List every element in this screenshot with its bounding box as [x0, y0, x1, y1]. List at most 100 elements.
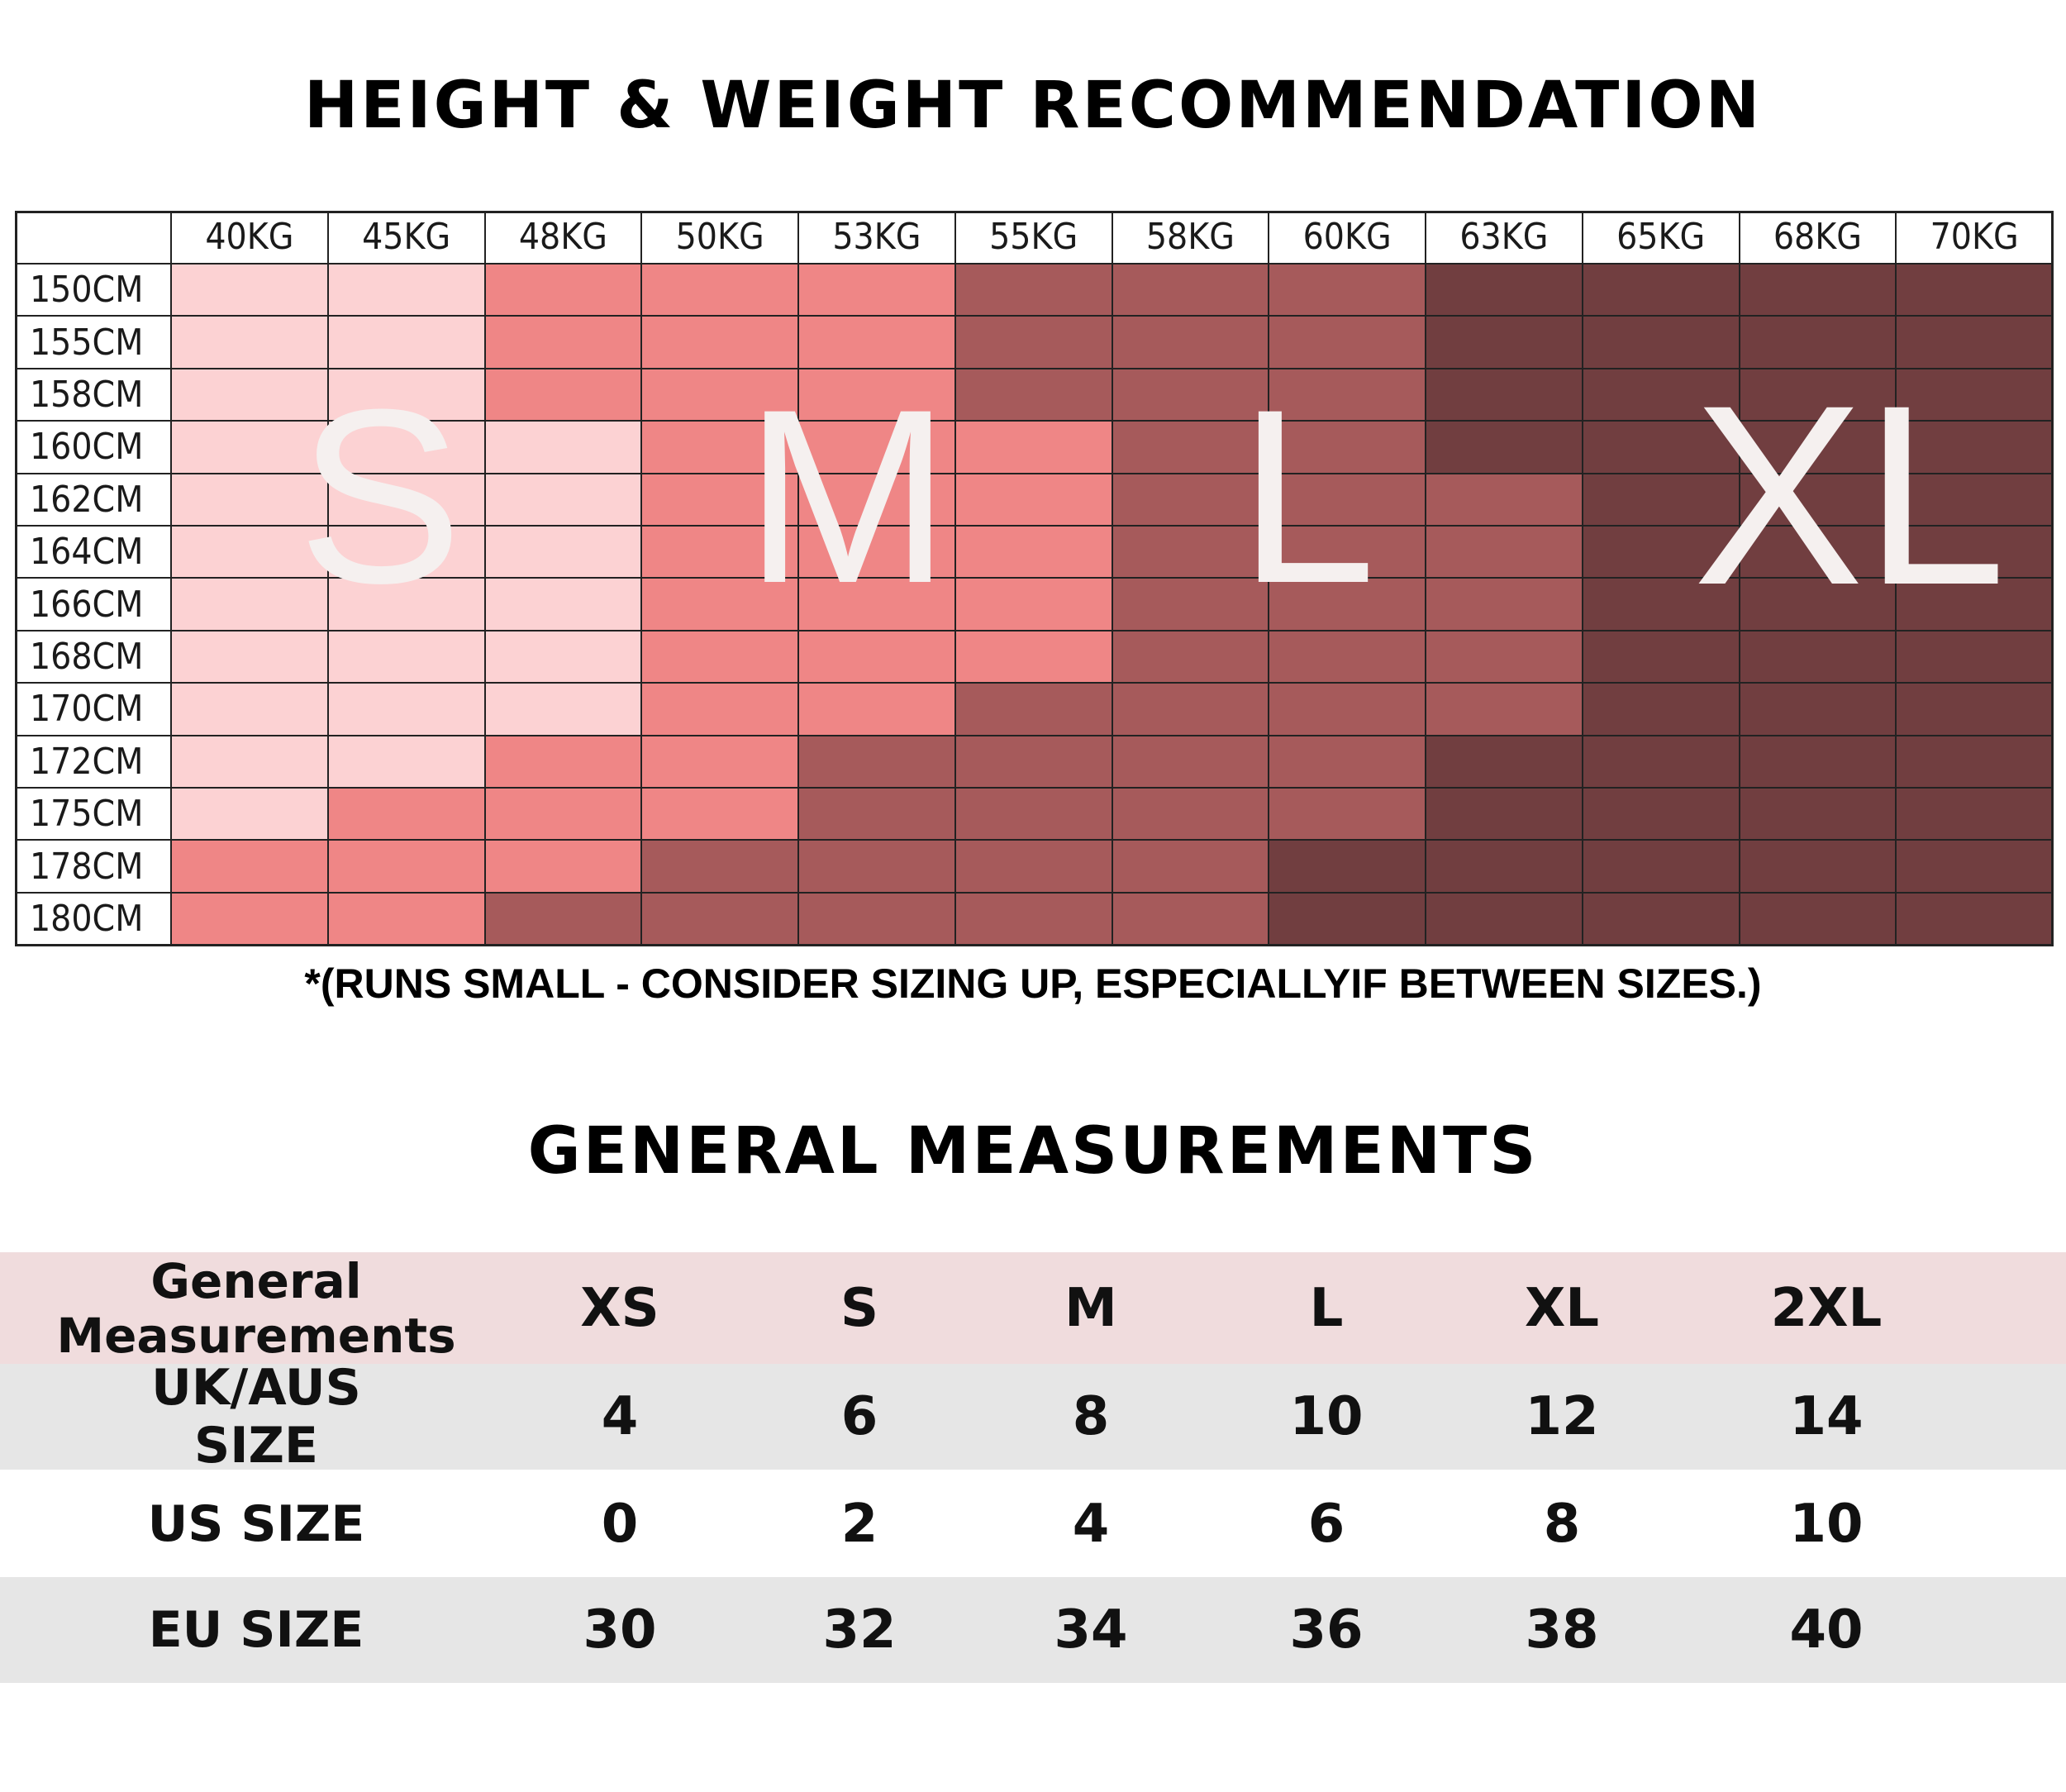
size-cell-xl [1740, 527, 1897, 579]
size-cell-xl [1897, 317, 2054, 369]
size-cell-s [328, 527, 486, 579]
header-label-line1: General [150, 1252, 362, 1309]
size-cell-s [328, 265, 486, 317]
size-value: 8 [1543, 1494, 1581, 1555]
size-cell-s [172, 736, 329, 789]
weight-header: 55KG [955, 211, 1113, 265]
size-value: 4 [601, 1386, 639, 1447]
size-cell-s [172, 684, 329, 736]
size-cell-xl [1426, 265, 1583, 317]
size-cell-xl [1897, 631, 2054, 684]
size-header: S [840, 1277, 879, 1339]
size-cell-xl [1583, 841, 1740, 894]
size-cell-m [799, 474, 956, 527]
size-cell-xl [1583, 631, 1740, 684]
size-cell-l [1269, 736, 1426, 789]
weight-header: 58KG [1112, 211, 1270, 265]
size-cell-m [642, 265, 799, 317]
size-cell-l [1112, 684, 1270, 736]
size-cell-xl [1740, 789, 1897, 841]
size-cell-s [328, 736, 486, 789]
size-cell-l [1112, 736, 1270, 789]
size-cell-s [328, 369, 486, 422]
size-cell-m [485, 317, 643, 369]
size-cell-xl [1897, 736, 2054, 789]
size-header: XS [580, 1277, 659, 1339]
size-cell-xl [1426, 841, 1583, 894]
weight-header: 53KG [799, 211, 956, 265]
size-cell-xl [1897, 527, 2054, 579]
size-value: 14 [1789, 1386, 1864, 1447]
size-cell-m [485, 789, 643, 841]
height-label: 172CM [15, 736, 172, 789]
size-cell-xl [1426, 736, 1583, 789]
height-label: 178CM [15, 841, 172, 894]
size-cell-xl [1740, 422, 1897, 474]
size-value: 12 [1525, 1386, 1599, 1447]
size-cell-s [328, 422, 486, 474]
table-row: EU SIZE 30 32 34 36 38 40 [0, 1577, 2066, 1683]
size-cell-xl [1897, 841, 2054, 894]
size-cell-l [1269, 369, 1426, 422]
table-row: US SIZE 0 2 4 6 8 10 [0, 1471, 2066, 1577]
size-cell-xl [1740, 369, 1897, 422]
size-cell-m [799, 684, 956, 736]
size-cell-xl [1740, 265, 1897, 317]
size-cell-m [799, 317, 956, 369]
size-cell-l [799, 789, 956, 841]
size-cell-m [328, 789, 486, 841]
size-cell-xl [1426, 422, 1583, 474]
size-cell-xl [1897, 369, 2054, 422]
size-cell-l [955, 841, 1113, 894]
size-cell-m [955, 631, 1113, 684]
size-header: XL [1524, 1277, 1600, 1339]
weight-header: 45KG [328, 211, 486, 265]
size-cell-s [172, 369, 329, 422]
size-cell-m [642, 631, 799, 684]
size-cell-m [955, 527, 1113, 579]
size-cell-m [642, 527, 799, 579]
size-cell-m [642, 579, 799, 631]
table-header-row: General Measurements XS S M L XL 2XL [0, 1252, 2066, 1364]
size-cell-l [1112, 631, 1270, 684]
height-label: 162CM [15, 474, 172, 527]
size-cell-xl [1583, 369, 1740, 422]
size-cell-m [485, 841, 643, 894]
size-cell-xl [1583, 789, 1740, 841]
size-cell-m [642, 789, 799, 841]
size-value: 4 [1072, 1494, 1110, 1555]
weight-header: 48KG [485, 211, 643, 265]
size-value: 6 [1307, 1494, 1345, 1555]
size-cell-xl [1583, 893, 1740, 946]
size-cell-xl [1426, 317, 1583, 369]
size-value: 40 [1789, 1599, 1864, 1661]
size-cell-l [1112, 474, 1270, 527]
size-cell-xl [1426, 789, 1583, 841]
size-cell-l [1426, 631, 1583, 684]
header-label-line2: Measurements [56, 1307, 456, 1364]
size-header: M [1064, 1277, 1117, 1339]
size-cell-m [328, 841, 486, 894]
size-cell-l [955, 317, 1113, 369]
size-value: 30 [583, 1599, 657, 1661]
size-cell-m [799, 631, 956, 684]
size-cell-s [172, 474, 329, 527]
size-cell-s [328, 684, 486, 736]
height-label: 164CM [15, 527, 172, 579]
size-cell-s [485, 579, 643, 631]
weight-header: 50KG [642, 211, 799, 265]
size-cell-m [328, 893, 486, 946]
grid-corner [15, 211, 172, 265]
size-value: 2 [840, 1494, 878, 1555]
size-cell-l [1269, 265, 1426, 317]
size-cell-xl [1583, 265, 1740, 317]
size-cell-l [799, 736, 956, 789]
size-cell-l [485, 893, 643, 946]
size-cell-xl [1897, 474, 2054, 527]
size-cell-xl [1583, 736, 1740, 789]
size-value: 32 [822, 1599, 897, 1661]
size-cell-xl [1583, 317, 1740, 369]
size-value: 10 [1289, 1386, 1364, 1447]
size-cell-l [1112, 265, 1270, 317]
height-label: 170CM [15, 684, 172, 736]
